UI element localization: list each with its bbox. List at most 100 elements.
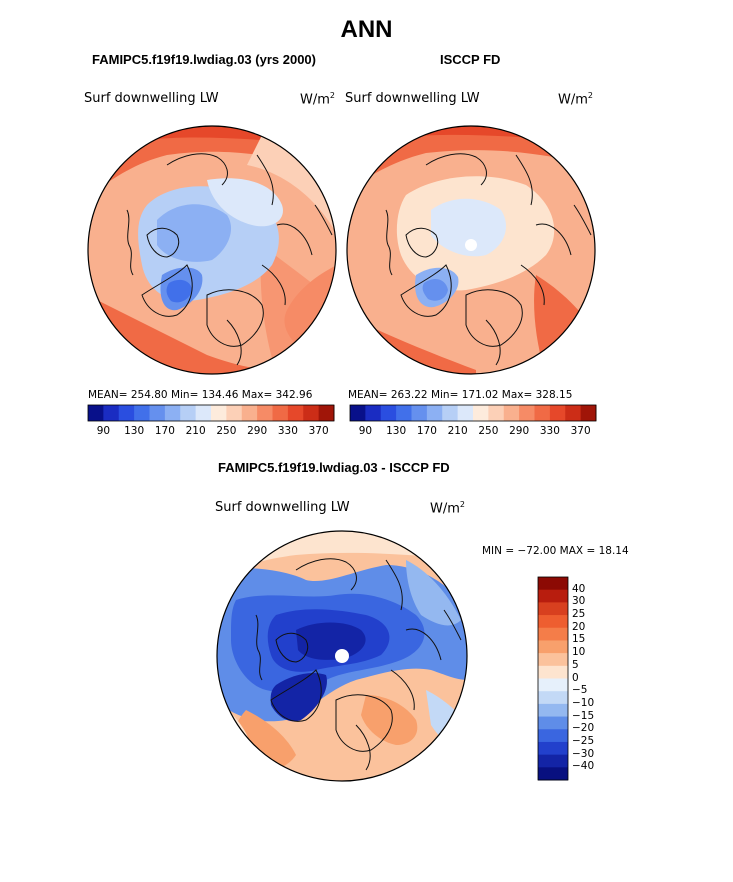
diff-colorbar-swatch	[538, 716, 568, 730]
right-colorbar-tick-label: 370	[570, 425, 591, 437]
left-colorbar-swatch	[88, 405, 104, 421]
left-colorbar-swatch	[164, 405, 181, 421]
right-colorbar-swatch	[365, 405, 382, 421]
left-polar-map	[87, 125, 337, 375]
left-colorbar-border	[87, 404, 335, 422]
right-colorbar-tick-label: 90	[358, 425, 373, 437]
right-colorbar	[349, 404, 597, 422]
left-case-title: FAMIPC5.f19f19.lwdiag.03 (yrs 2000)	[92, 52, 316, 67]
diff-units-label: W/m2	[430, 500, 465, 517]
diff-field-label: Surf downwelling LW	[215, 500, 350, 515]
diff-colorbar-tick-label: 5	[572, 658, 579, 671]
right-field-label: Surf downwelling LW	[345, 91, 480, 106]
right-colorbar-swatch	[457, 405, 474, 421]
diff-colorbar-swatch	[538, 602, 568, 616]
diff-colorbar-swatch	[538, 754, 568, 768]
diff-colorbar-border	[537, 576, 569, 781]
diff-colorbar-tick-label: 25	[572, 608, 586, 621]
left-colorbar-tick-label: 370	[308, 425, 329, 437]
right-colorbar-swatch	[519, 405, 535, 421]
right-colorbar-tick-label: 170	[416, 425, 437, 437]
right-colorbar-swatch	[396, 405, 412, 421]
right-colorbar-tick-label: 330	[539, 425, 560, 437]
diff-colorbar-tick-label: −5	[572, 684, 588, 697]
diff-colorbar-swatch	[538, 589, 568, 603]
left-units-label: W/m2	[300, 91, 335, 108]
diff-colorbar-tick-label: 0	[572, 671, 579, 684]
left-colorbar-swatch	[303, 405, 320, 421]
right-case-title: ISCCP FD	[440, 52, 501, 67]
diff-colorbar-swatch	[538, 640, 568, 654]
diff-colorbar-swatch	[538, 653, 568, 667]
left-colorbar-swatch	[241, 405, 258, 421]
left-colorbar-tick-label: 290	[247, 425, 268, 437]
right-colorbar-swatch	[580, 405, 597, 421]
diff-minmax: MIN = −72.00 MAX = 18.14	[482, 545, 629, 557]
right-colorbar-swatch	[549, 405, 566, 421]
diff-colorbar-tick-label: −15	[572, 709, 595, 722]
diff-colorbar-swatch	[538, 741, 568, 756]
left-colorbar-tick-label: 330	[277, 425, 298, 437]
left-colorbar-swatch	[180, 405, 197, 421]
left-colorbar-tick-label: 90	[96, 425, 111, 437]
figure-title: ANN	[340, 16, 393, 43]
left-colorbar-swatch	[211, 405, 227, 421]
right-colorbar-swatch	[426, 405, 443, 421]
right-colorbar-swatch	[503, 405, 520, 421]
right-colorbar-swatch	[350, 405, 366, 421]
diff-colorbar-tick-label: −25	[572, 734, 595, 747]
diff-colorbar-tick-label: 10	[572, 646, 586, 659]
left-colorbar-tick-label: 170	[154, 425, 175, 437]
diff-colorbar-swatch	[538, 627, 568, 641]
diff-colorbar-tick-label: 20	[572, 620, 586, 633]
diff-colorbar-tick-label: −40	[572, 760, 595, 773]
right-colorbar-swatch	[442, 405, 459, 421]
right-colorbar-swatch	[534, 405, 551, 421]
right-colorbar-swatch	[380, 405, 397, 421]
left-colorbar-swatch	[287, 405, 304, 421]
right-stats: MEAN= 263.22 Min= 171.02 Max= 328.15	[348, 389, 573, 401]
left-colorbar-tick-label: 210	[185, 425, 206, 437]
left-colorbar-swatch	[134, 405, 150, 421]
diff-colorbar-tick-label: 40	[572, 582, 586, 595]
diff-colorbar-swatch	[538, 703, 568, 718]
right-colorbar-tick-label: 250	[478, 425, 499, 437]
left-field-label: Surf downwelling LW	[84, 91, 219, 106]
left-colorbar-tick-label: 250	[216, 425, 237, 437]
right-units-label: W/m2	[558, 91, 593, 108]
diff-colorbar-swatch	[538, 665, 568, 679]
left-colorbar-swatch	[226, 405, 243, 421]
right-colorbar-tick-label: 130	[386, 425, 407, 437]
left-colorbar-swatch	[272, 405, 289, 421]
right-colorbar-tick-label: 290	[509, 425, 530, 437]
diff-title: FAMIPC5.f19f19.lwdiag.03 - ISCCP FD	[218, 460, 450, 475]
diff-polar-map	[216, 530, 468, 782]
diff-colorbar-swatch	[538, 678, 568, 692]
right-colorbar-swatch	[411, 405, 428, 421]
diff-colorbar-swatch	[538, 615, 568, 629]
diff-colorbar-tick-label: 15	[572, 633, 586, 646]
right-colorbar-swatch	[565, 405, 582, 421]
left-colorbar-swatch	[103, 405, 120, 421]
left-stats: MEAN= 254.80 Min= 134.46 Max= 342.96	[88, 389, 313, 401]
diff-colorbar	[537, 576, 569, 781]
diff-colorbar-tick-label: −10	[572, 696, 595, 709]
diff-colorbar-swatch	[538, 577, 568, 591]
left-colorbar-swatch	[118, 405, 135, 421]
diff-colorbar-tick-label: −20	[572, 722, 595, 735]
left-colorbar-swatch	[318, 405, 335, 421]
right-colorbar-swatch	[488, 405, 505, 421]
right-polar-map	[346, 125, 596, 375]
left-colorbar	[87, 404, 335, 422]
right-colorbar-swatch	[473, 405, 489, 421]
diff-colorbar-tick-label: 30	[572, 595, 586, 608]
left-colorbar-swatch	[257, 405, 273, 421]
diff-colorbar-swatch	[538, 767, 568, 781]
left-colorbar-swatch	[149, 405, 166, 421]
right-colorbar-tick-label: 210	[447, 425, 468, 437]
diff-colorbar-swatch	[538, 729, 568, 743]
right-colorbar-border	[349, 404, 597, 422]
left-colorbar-tick-label: 130	[124, 425, 145, 437]
left-colorbar-swatch	[195, 405, 212, 421]
diff-colorbar-swatch	[538, 691, 568, 705]
